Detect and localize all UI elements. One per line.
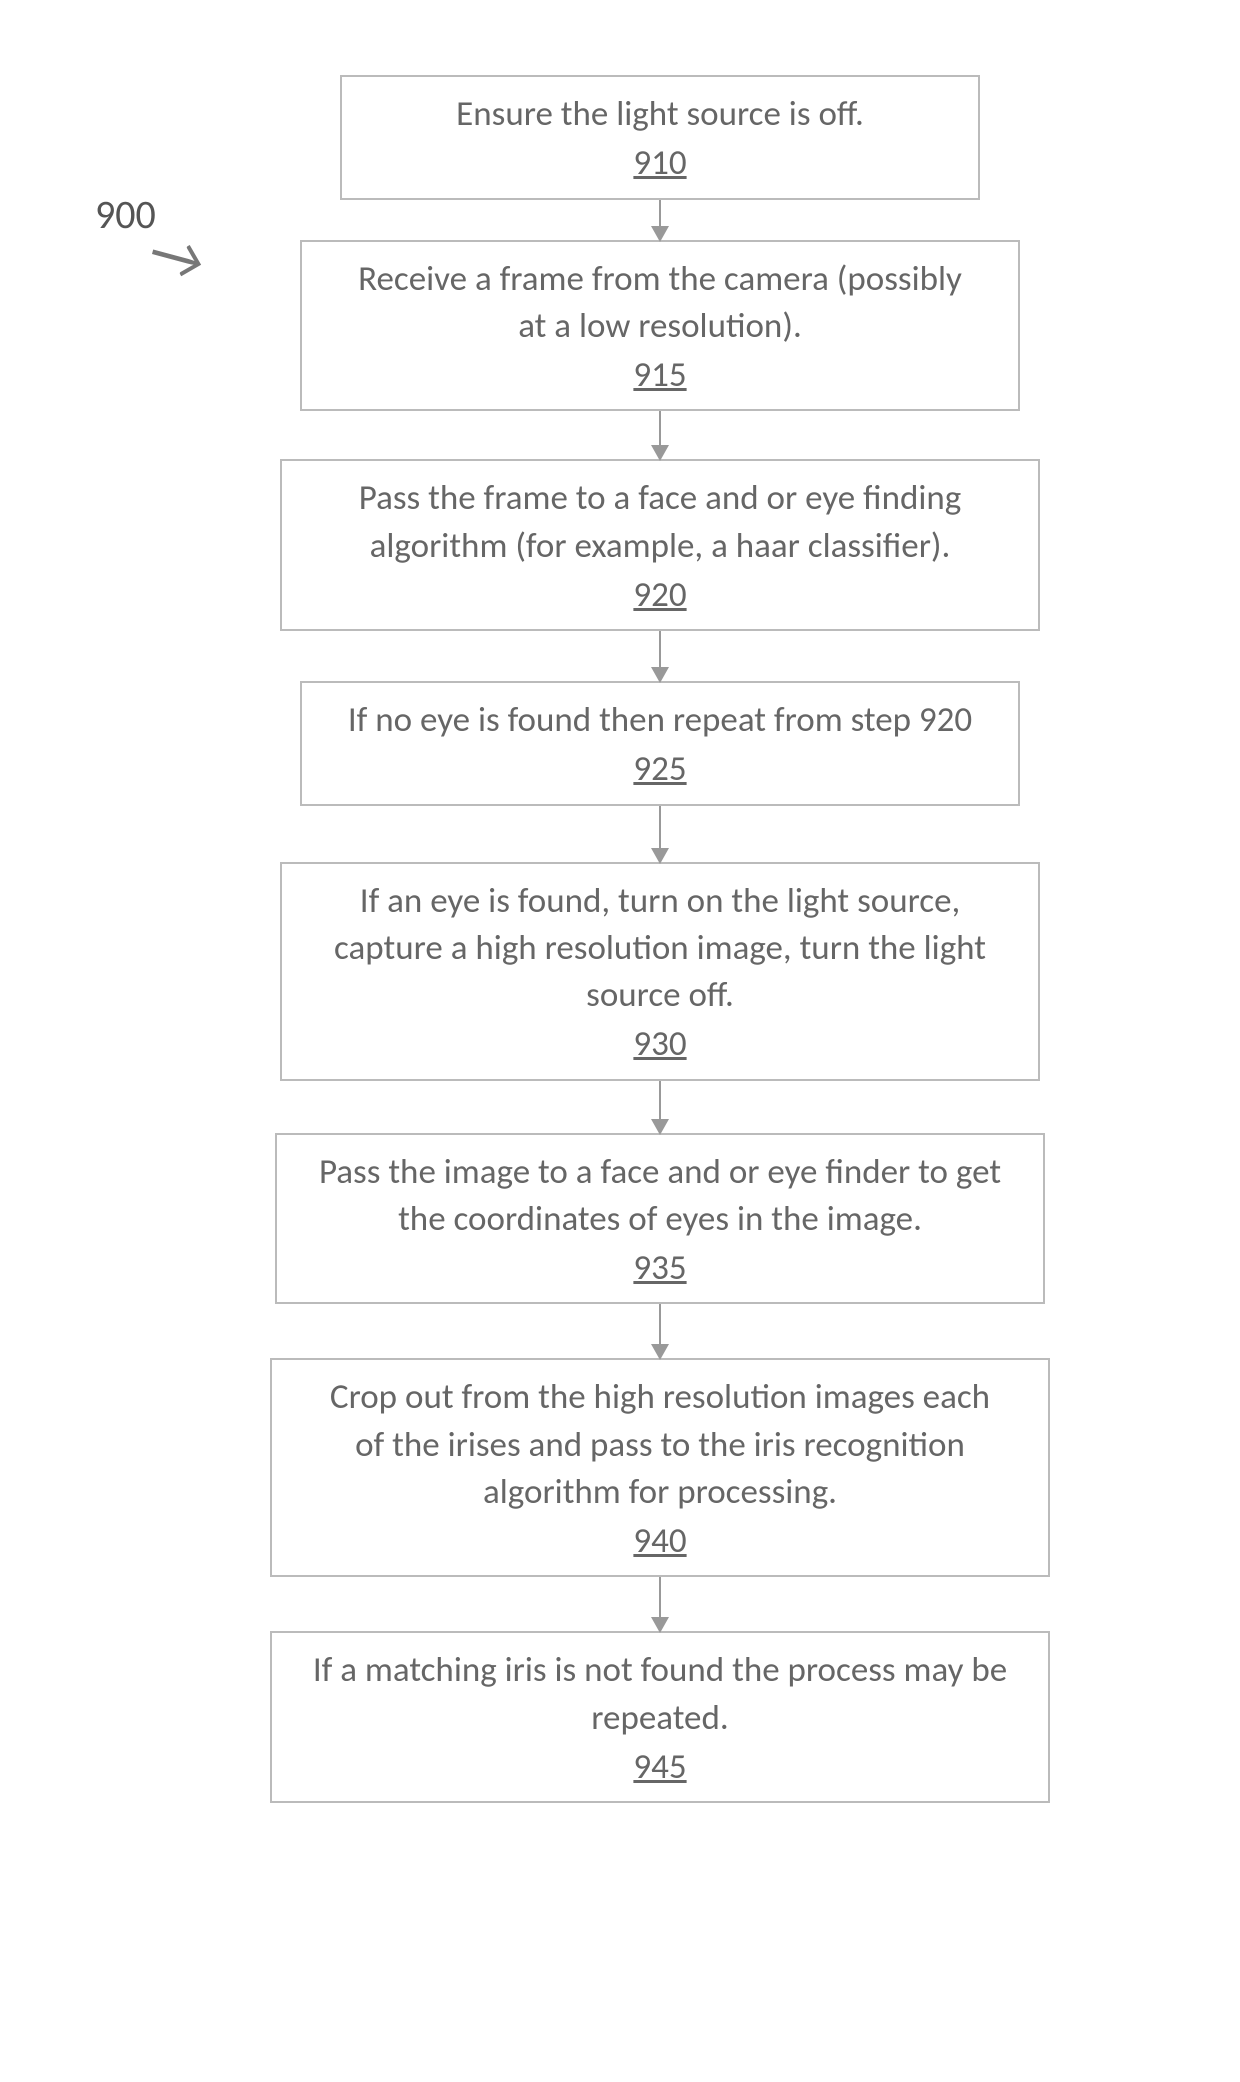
flowchart-arrow <box>659 1081 661 1133</box>
flowchart-node-ref: 910 <box>633 140 686 187</box>
flowchart-node: If a matching iris is not found the proc… <box>270 1631 1050 1803</box>
flowchart-node: Receive a frame from the camera (possibl… <box>300 240 1020 412</box>
flowchart-node-ref: 925 <box>633 746 686 793</box>
flowchart-node: Crop out from the high resolution images… <box>270 1358 1050 1577</box>
flowchart-arrow <box>659 411 661 459</box>
flowchart-arrow <box>659 1577 661 1631</box>
flowchart-node-ref: 915 <box>633 352 686 399</box>
flowchart-node: Pass the frame to a face and or eye find… <box>280 459 1040 631</box>
flowchart-node: If an eye is found, turn on the light so… <box>280 862 1040 1081</box>
flowchart-arrow <box>659 631 661 681</box>
flowchart-arrow <box>659 806 661 862</box>
flowchart-node-ref: 920 <box>633 572 686 619</box>
flowchart-node-text: Crop out from the high resolution images… <box>312 1374 1008 1516</box>
flowchart-node-ref: 930 <box>633 1021 686 1068</box>
flowchart-node-text: Ensure the light source is off. <box>382 91 938 138</box>
flowchart-node-text: If an eye is found, turn on the light so… <box>322 878 998 1020</box>
flowchart-node-ref: 935 <box>633 1245 686 1292</box>
flowchart-node: Ensure the light source is off.910 <box>340 75 980 200</box>
flowchart-arrow <box>659 200 661 240</box>
flowchart-node-text: Pass the image to a face and or eye find… <box>317 1149 1003 1244</box>
flowchart-node-text: If no eye is found then repeat from step… <box>342 697 978 744</box>
flowchart-node: Pass the image to a face and or eye find… <box>275 1133 1045 1305</box>
flowchart-container: Ensure the light source is off.910 Receiv… <box>260 75 1060 1803</box>
flowchart-node-text: Receive a frame from the camera (possibl… <box>342 256 978 351</box>
flowchart-node: If no eye is found then repeat from step… <box>300 681 1020 806</box>
flowchart-node-ref: 945 <box>633 1744 686 1791</box>
flowchart-node-text: If a matching iris is not found the proc… <box>312 1647 1008 1742</box>
flowchart-arrow <box>659 1304 661 1358</box>
flowchart-node-text: Pass the frame to a face and or eye find… <box>322 475 998 570</box>
flowchart-node-ref: 940 <box>633 1518 686 1565</box>
